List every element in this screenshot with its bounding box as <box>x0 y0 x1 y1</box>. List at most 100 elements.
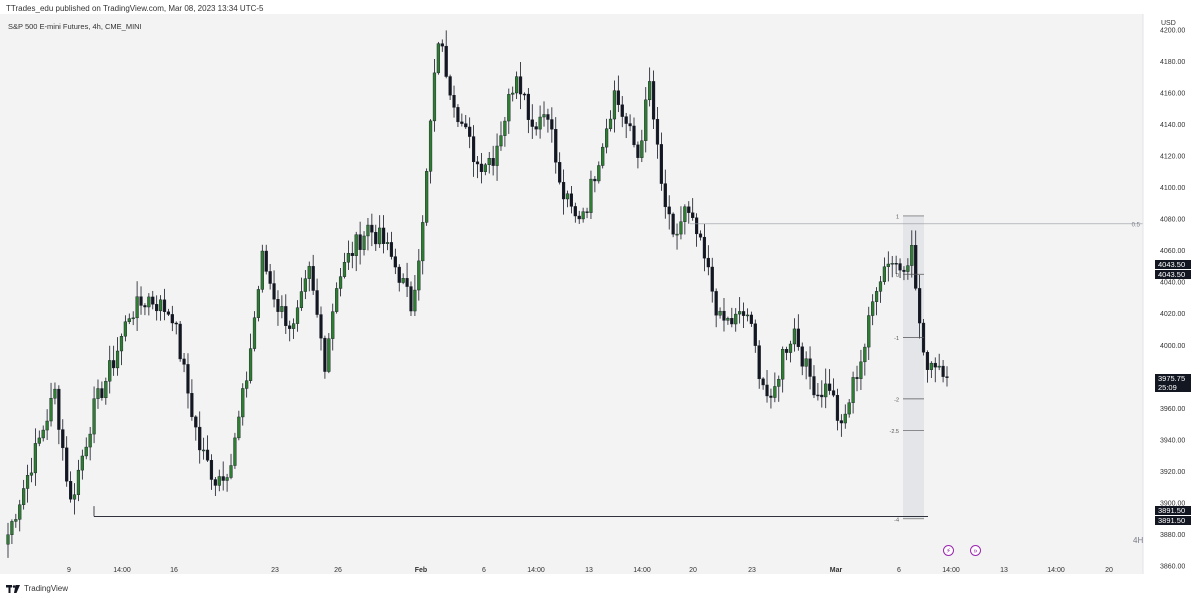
candle-body <box>229 465 233 478</box>
candle-body <box>718 310 722 316</box>
timeframe-label: 4H <box>1133 536 1144 545</box>
forward-icon[interactable]: » <box>970 545 981 556</box>
candle-body <box>37 437 41 444</box>
candle-body <box>292 323 296 329</box>
candle-body <box>303 278 307 292</box>
candle-body <box>910 245 914 266</box>
y-tick-label: 4060.00 <box>1160 248 1185 255</box>
fib-level-label: 0 <box>896 273 899 279</box>
candle-body <box>186 364 190 394</box>
equilibrium-label: 0.5 <box>1132 222 1141 228</box>
candle-body <box>65 447 69 482</box>
candle-body <box>295 307 300 324</box>
candle-body <box>6 534 10 545</box>
candle-body <box>800 346 804 367</box>
candle-body <box>483 164 487 172</box>
candle-body <box>452 95 456 108</box>
lightning-icon[interactable]: ⚡ <box>943 545 954 556</box>
candle-body <box>734 313 738 325</box>
y-tick-label: 4040.00 <box>1160 280 1185 287</box>
candle-body <box>894 263 898 265</box>
candle-body <box>616 90 620 105</box>
candle-body <box>777 378 781 387</box>
candle-body <box>538 116 542 130</box>
candle-body <box>863 346 867 363</box>
candle-body <box>276 299 280 312</box>
candle-body <box>597 165 601 182</box>
candle-body <box>151 296 155 305</box>
candle-body <box>714 291 718 316</box>
candle-body <box>593 178 597 182</box>
candle-body <box>464 123 468 128</box>
candle-body <box>839 420 843 424</box>
candle-body <box>640 140 644 158</box>
candle-body <box>608 118 613 129</box>
candle-body <box>280 306 284 312</box>
candle-body <box>612 90 617 120</box>
x-tick-label: 14:00 <box>527 567 545 574</box>
candle-body <box>730 318 734 325</box>
candle-body <box>522 93 527 96</box>
candle-body <box>941 365 945 377</box>
candle-body <box>241 388 245 418</box>
candle-body <box>761 378 765 386</box>
candle-body <box>671 213 675 235</box>
currency-label: USD <box>1161 20 1176 27</box>
candle-body <box>425 171 429 223</box>
x-tick-label: 26 <box>334 567 342 574</box>
candle-body <box>397 266 401 283</box>
candle-body <box>679 221 683 235</box>
candle-body <box>628 123 632 127</box>
fib-level-label: 1 <box>896 214 899 220</box>
candle-body <box>45 420 49 431</box>
candle-body <box>350 253 354 256</box>
candle-body <box>409 286 413 312</box>
candle-body <box>745 314 750 317</box>
y-tick-label: 3880.00 <box>1160 532 1185 539</box>
candle-body <box>651 81 656 120</box>
candle-body <box>558 162 562 183</box>
candle-body <box>166 311 171 315</box>
candle-body <box>471 136 476 163</box>
y-tick-label: 4120.00 <box>1160 153 1185 160</box>
candle-body <box>867 315 871 348</box>
candle-body <box>213 479 217 486</box>
candle-body <box>550 119 554 130</box>
candle-body <box>945 376 949 378</box>
candle-body <box>80 455 84 471</box>
x-tick-label: 20 <box>689 567 697 574</box>
candle-body <box>346 253 350 263</box>
candle-body <box>589 178 593 213</box>
candle-body <box>112 360 116 369</box>
footer: TradingView <box>6 584 68 593</box>
candle-body <box>663 183 667 208</box>
candle-body <box>937 365 941 368</box>
y-tick-label: 4160.00 <box>1160 90 1185 97</box>
y-tick-label: 4020.00 <box>1160 311 1185 318</box>
candle-body <box>315 290 319 315</box>
candle-body <box>874 291 879 302</box>
candlestick-chart[interactable]: 0.5 1 0 -1 -2 -2.5 -4 3860.00 3880.00 3900.00 392… <box>0 14 1200 598</box>
candle-body <box>233 437 237 466</box>
y-tick-label: 4080.00 <box>1160 217 1185 224</box>
candle-body <box>546 114 550 120</box>
candle-body <box>436 43 440 74</box>
x-tick-label: 14:00 <box>633 567 651 574</box>
x-tick-label: 23 <box>748 567 756 574</box>
candle-body <box>534 126 538 130</box>
candle-body <box>335 288 339 312</box>
candle-body <box>53 388 57 399</box>
candle-body <box>190 393 194 418</box>
candle-body <box>389 242 394 257</box>
published-header: TTrades_edu published on TradingView.com… <box>6 4 264 13</box>
candle-body <box>695 217 699 235</box>
chart-area[interactable]: 0.5 1 0 -1 -2 -2.5 -4 3860.00 3880.00 3900.00 392… <box>0 14 1200 598</box>
candle-body <box>440 43 444 47</box>
candle-body <box>655 118 660 145</box>
candle-body <box>636 144 640 158</box>
fib-level-label: -4 <box>894 517 899 523</box>
candle-body <box>468 126 472 137</box>
candle-body <box>115 350 120 369</box>
candle-body <box>890 263 894 265</box>
candle-body <box>405 278 409 287</box>
